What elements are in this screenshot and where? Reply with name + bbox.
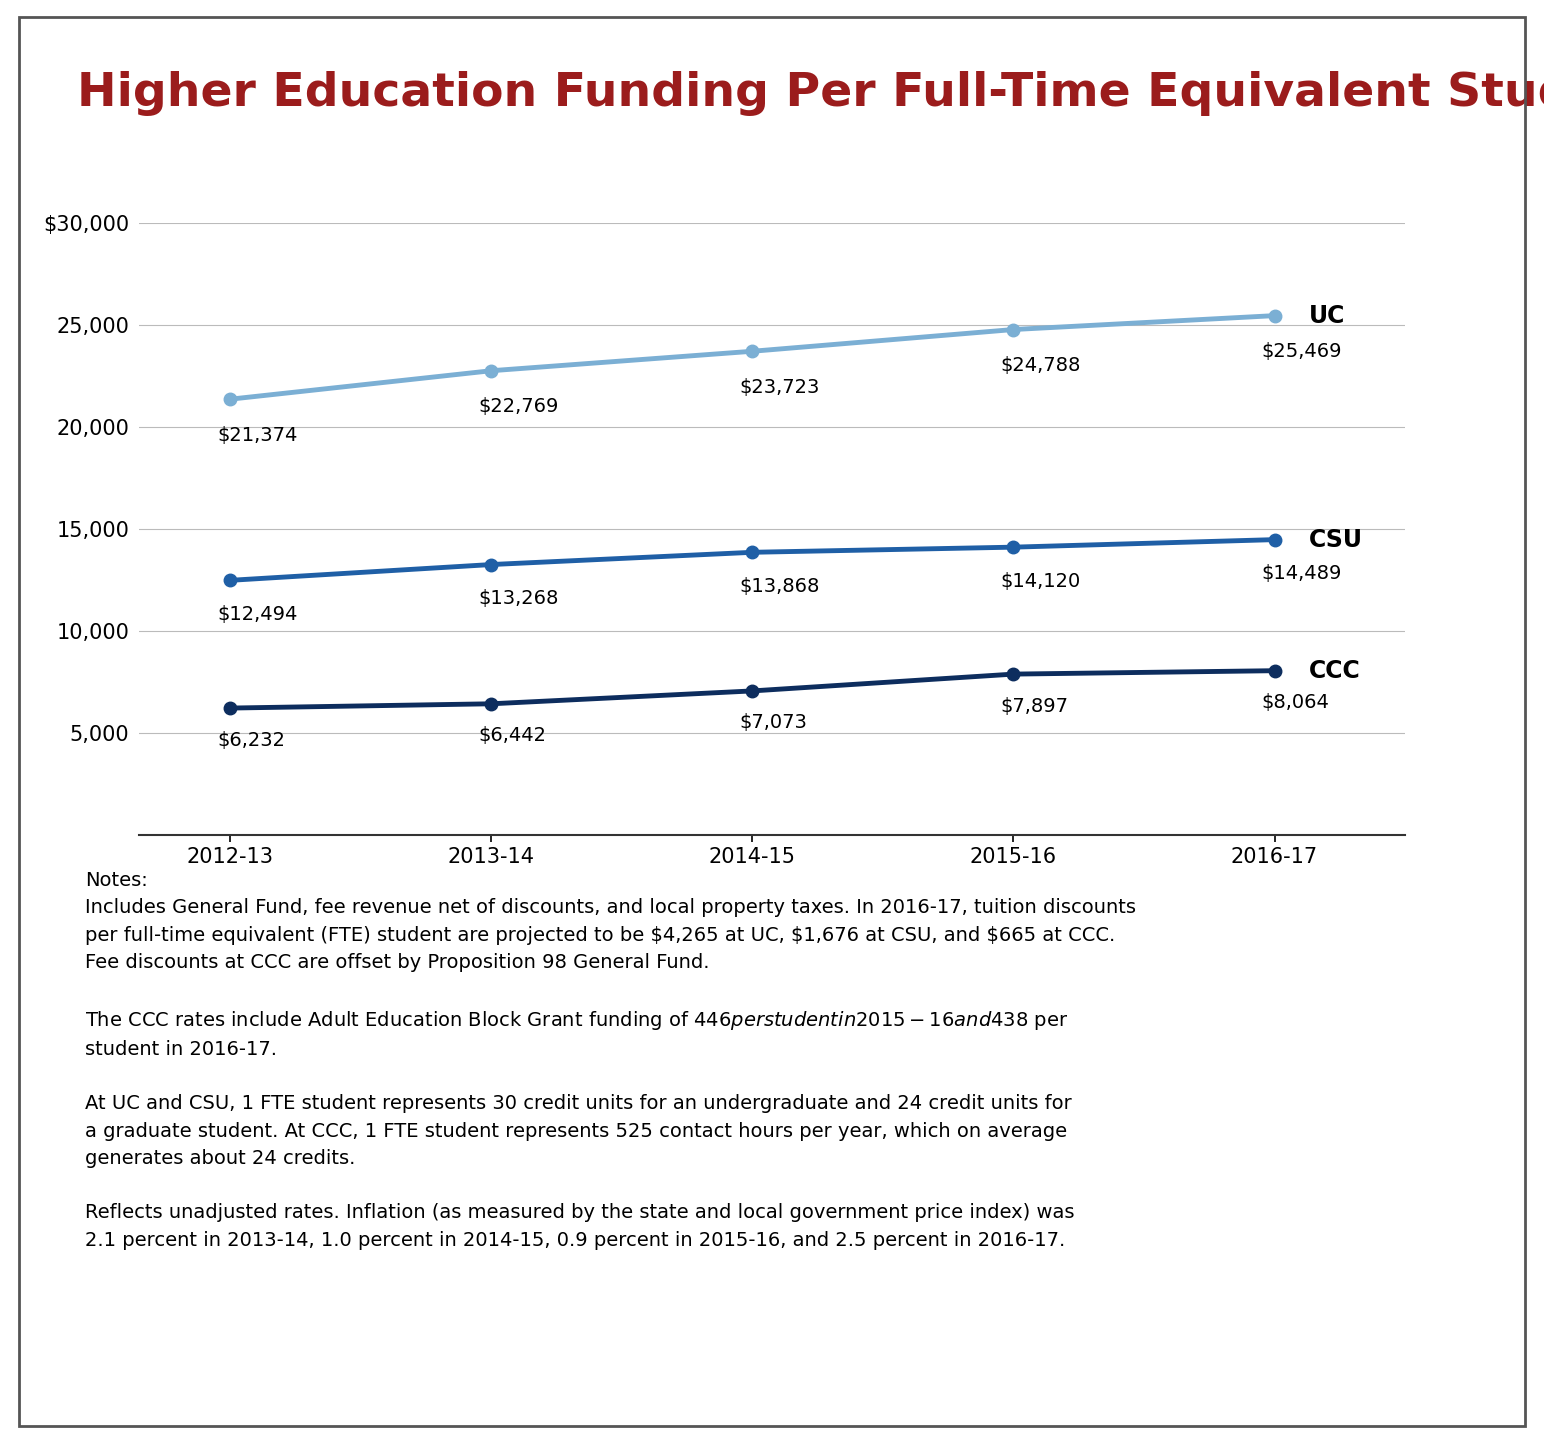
Text: $22,769: $22,769 [479, 397, 559, 416]
Text: $8,064: $8,064 [1261, 693, 1329, 713]
Text: $6,232: $6,232 [218, 730, 286, 749]
Text: $7,897: $7,897 [1001, 697, 1068, 716]
Text: $13,868: $13,868 [740, 577, 820, 596]
Text: Higher Education Funding Per Full-Time Equivalent Student: Higher Education Funding Per Full-Time E… [77, 71, 1544, 117]
Text: CSU: CSU [1308, 527, 1362, 552]
Text: UC: UC [1308, 304, 1345, 328]
Text: $14,489: $14,489 [1261, 564, 1342, 583]
Text: $14,120: $14,120 [1001, 572, 1081, 590]
Text: $21,374: $21,374 [218, 426, 298, 445]
Text: $13,268: $13,268 [479, 589, 559, 608]
Text: $24,788: $24,788 [1001, 356, 1081, 374]
Text: $23,723: $23,723 [740, 377, 820, 397]
Text: $6,442: $6,442 [479, 726, 547, 746]
Text: $25,469: $25,469 [1261, 343, 1342, 361]
Text: $7,073: $7,073 [740, 713, 808, 733]
Text: Notes:
Includes General Fund, fee revenue net of discounts, and local property t: Notes: Includes General Fund, fee revenu… [85, 871, 1136, 1250]
Text: CCC: CCC [1308, 658, 1360, 683]
Text: $12,494: $12,494 [218, 605, 298, 624]
